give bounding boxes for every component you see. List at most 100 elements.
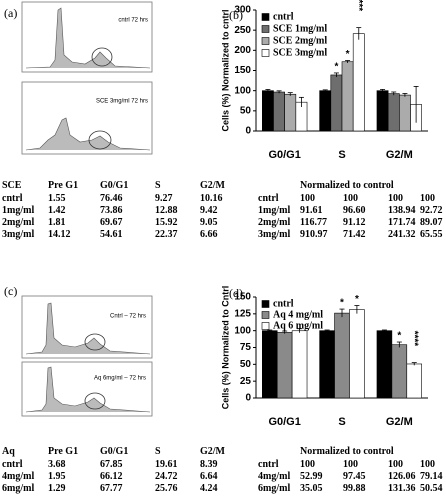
table-title: Normalized to control	[300, 180, 394, 191]
y-axis-label: Cells (%) Normalized to cntrl	[220, 9, 230, 131]
legend-label: Aq 6 mg/ml	[273, 320, 323, 331]
bar	[330, 74, 343, 132]
table-header: S	[155, 180, 161, 191]
bar	[349, 309, 365, 399]
histogram-label: Cntrl – 72 hrs	[110, 314, 146, 320]
legend-swatch	[261, 311, 270, 319]
y-tick-label: 0	[245, 393, 251, 404]
y-tick-label: 25	[240, 376, 252, 387]
row-label: 4mg/ml	[258, 471, 291, 482]
table-cell: 100	[300, 193, 315, 204]
table-cell: 3.68	[48, 459, 66, 470]
table-cell: 66.12	[100, 471, 123, 482]
legend-swatch	[261, 37, 270, 45]
table-cell: 9.27	[155, 193, 173, 204]
histogram-c-top: Cntrl – 72 hrs	[21, 295, 153, 359]
table-header: G2/M	[200, 446, 225, 457]
table-cell: 6.66	[200, 229, 218, 240]
table-cell: 100	[388, 193, 403, 204]
histogram-c-bottom: Aq 6mg/ml – 72 hrs	[21, 361, 153, 417]
panel-label: (b)	[229, 8, 243, 22]
table-cell: 10.16	[200, 193, 223, 204]
table-cell: 1.81	[48, 217, 66, 228]
y-tick-label: 125	[234, 308, 251, 319]
legend-label: SCE 1mg/ml	[273, 23, 327, 34]
row-label: 1mg/ml	[258, 205, 291, 216]
table-cell: 76.46	[100, 193, 123, 204]
y-tick-label: 100	[234, 85, 251, 96]
legend-swatch	[261, 300, 270, 308]
panel-label: (d)	[229, 286, 243, 300]
legend-label: cntrl	[273, 298, 294, 309]
table-cell: 100	[420, 459, 435, 470]
legend-swatch	[261, 25, 270, 33]
table-header: Aq	[2, 446, 15, 457]
row-label: cntrl	[258, 193, 279, 204]
row-label: 6mg/ml	[2, 483, 35, 494]
panel-label: (a)	[4, 6, 17, 20]
table-cell: 9.05	[200, 217, 218, 228]
row-label: cntrl	[2, 193, 23, 204]
legend-label: SCE 2mg/ml	[273, 35, 327, 46]
table-cell: 138.94	[388, 205, 416, 216]
bar	[376, 90, 389, 132]
table-cell: 65.55	[420, 229, 443, 240]
significance-mark: *	[334, 62, 338, 73]
bar	[291, 330, 308, 399]
table-cell: 96.60	[343, 205, 366, 216]
table-cell: 1.55	[48, 193, 66, 204]
panel-label: (c)	[4, 284, 17, 298]
bar	[262, 330, 278, 399]
legend-label: SCE 3mg/ml	[273, 47, 327, 58]
table-cell: 91.12	[343, 217, 366, 228]
table-cell: 54.61	[100, 229, 123, 240]
table-cell: 9.42	[200, 205, 218, 216]
table-cell: 15.92	[155, 217, 178, 228]
table-header: G0/G1	[100, 446, 129, 457]
table-cell: 99.88	[343, 483, 366, 494]
y-tick-label: 250	[234, 25, 251, 36]
bar	[334, 312, 350, 399]
bar	[387, 93, 400, 132]
table-cell: 14.12	[48, 229, 71, 240]
table-cell: 19.61	[155, 459, 178, 470]
legend-swatch	[261, 49, 270, 57]
y-tick-label: 75	[240, 342, 252, 353]
y-tick-label: 50	[240, 359, 252, 370]
table-cell: 126.06	[388, 471, 416, 482]
table-cell: 100	[300, 459, 315, 470]
x-tick-label: S	[338, 149, 345, 161]
legend-label: cntrl	[273, 11, 294, 22]
bar	[276, 332, 293, 399]
table-cell: 241.32	[388, 229, 416, 240]
bar	[284, 93, 297, 132]
bar	[341, 61, 354, 132]
table-cell: 171.74	[388, 217, 416, 228]
table-cell: 131.36	[388, 483, 416, 494]
bar	[352, 33, 365, 132]
table-cell: 52.99	[300, 471, 323, 482]
table-cell: 97.45	[343, 471, 366, 482]
y-axis-label: Cells (%) Normalized to Cntrl	[220, 286, 230, 410]
bar	[376, 330, 393, 399]
table-cell: 79.14	[420, 471, 443, 482]
table-cell: 24.72	[155, 471, 178, 482]
histogram-label: cntrl 72 hrs	[118, 18, 148, 24]
table-cell: 69.67	[100, 217, 123, 228]
table-cell: 100	[343, 459, 358, 470]
table-cell: 35.05	[300, 483, 323, 494]
bar	[262, 90, 274, 132]
legend-swatch	[261, 322, 270, 330]
row-label: 3mg/ml	[2, 229, 35, 240]
table-cell: 89.07	[420, 217, 443, 228]
row-label: 2mg/ml	[258, 217, 291, 228]
table-header: SCE	[2, 180, 22, 191]
histogram-a-top: cntrl 72 hrs	[21, 1, 153, 73]
table-cell: 8.39	[200, 459, 218, 470]
table-cell: 91.61	[300, 205, 323, 216]
bar	[319, 330, 335, 399]
significance-mark: ****	[353, 0, 364, 11]
significance-mark: *	[355, 294, 359, 305]
table-cell: 116.77	[300, 217, 327, 228]
